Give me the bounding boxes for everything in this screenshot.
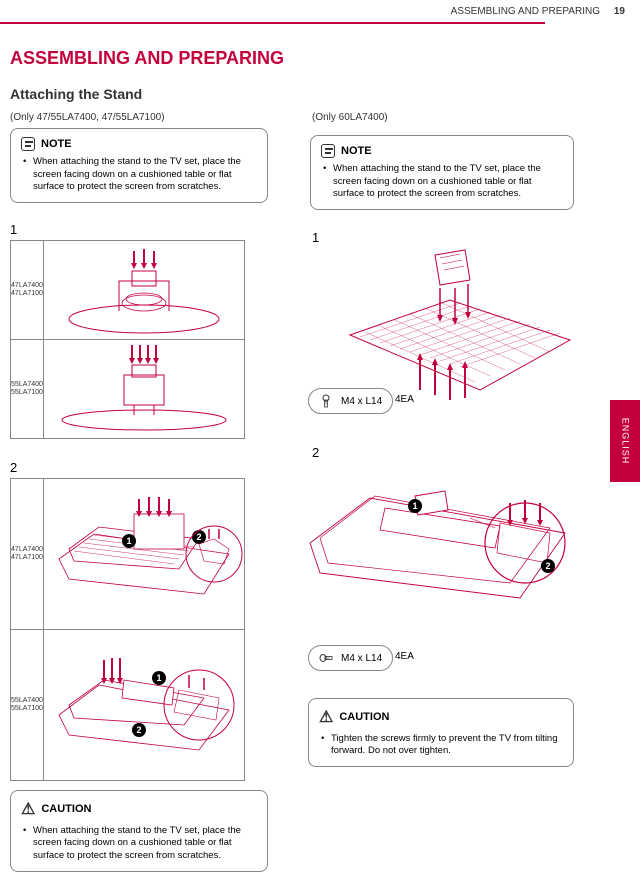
caution-header-r: ⚠ CAUTION [319,707,563,729]
left-caution-box: ⚠ CAUTION When attaching the stand to th… [10,790,268,872]
step1a-models: 47LA740047LA7100 [11,241,44,339]
step2a-diagram: 1 2 [44,479,244,629]
caution-label-r: CAUTION [339,710,389,725]
caution-icon: ⚠ [21,799,35,821]
right-note-box: NOTE When attaching the stand to the TV … [310,135,574,210]
svg-text:2: 2 [196,532,201,542]
language-tab-label: ENGLISH [620,418,630,465]
left-model-line: (Only 47/55LA7400, 47/55LA7100) [10,112,165,123]
page-number: 19 [614,6,625,17]
note-label: NOTE [41,137,72,152]
svg-text:1: 1 [126,536,131,546]
subsection-title: Attaching the Stand [10,86,142,102]
caution-icon-r: ⚠ [319,707,333,729]
note-icon [21,137,35,151]
screw-qty-2: 4EA [395,645,414,662]
left-step1-label: 1 [10,222,17,237]
note-icon-r [321,144,335,158]
step2a-models: 47LA740047LA7100 [11,479,44,629]
screw-qty-1: 4EA [395,388,414,405]
header-text: ASSEMBLING AND PREPARING [451,6,600,17]
svg-text:2: 2 [136,725,141,735]
right-step1-label: 1 [312,230,319,245]
right-step2-diagram: 1 2 [300,458,590,633]
caution-text: When attaching the stand to the TV set, … [21,825,257,863]
left-step1-table: 47LA740047LA7100 55LA740055LA7100 [10,240,245,439]
page-header: ASSEMBLING AND PREPARING 19 [451,6,625,17]
screw-badge-2: M4 x L14 [308,645,393,671]
caution-header: ⚠ CAUTION [21,799,257,821]
step1b-models: 55LA740055LA7100 [11,340,44,438]
note-text-r: When attaching the stand to the TV set, … [321,163,563,201]
right-caution-box: ⚠ CAUTION Tighten the screws firmly to p… [308,698,574,767]
screw-label-1: M4 x L14 [341,396,382,407]
step1a-diagram [44,241,244,339]
step2b-models: 55LA740055LA7100 [11,630,44,780]
step1b-diagram [44,340,244,438]
note-header: NOTE [21,137,257,152]
caution-text-r: Tighten the screws firmly to prevent the… [319,733,563,759]
svg-text:1: 1 [412,501,417,511]
screw-icon-2 [319,651,333,665]
header-underline [0,22,545,24]
screw-icon [319,394,333,408]
screw-label-2: M4 x L14 [341,653,382,664]
left-note-box: NOTE When attaching the stand to the TV … [10,128,268,203]
screw-badge-1: M4 x L14 [308,388,393,414]
caution-label: CAUTION [41,802,91,817]
svg-text:1: 1 [156,673,161,683]
left-step2-table: 47LA740047LA7100 1 2 [10,478,245,781]
note-label-r: NOTE [341,144,372,159]
svg-text:2: 2 [545,561,550,571]
note-header-r: NOTE [321,144,563,159]
language-tab: ENGLISH [610,400,640,482]
left-step2-label: 2 [10,460,17,475]
note-text: When attaching the stand to the TV set, … [21,156,257,194]
right-model-line: (Only 60LA7400) [312,112,388,123]
section-title: ASSEMBLING AND PREPARING [10,48,284,69]
step2b-diagram: 1 2 [44,630,244,780]
